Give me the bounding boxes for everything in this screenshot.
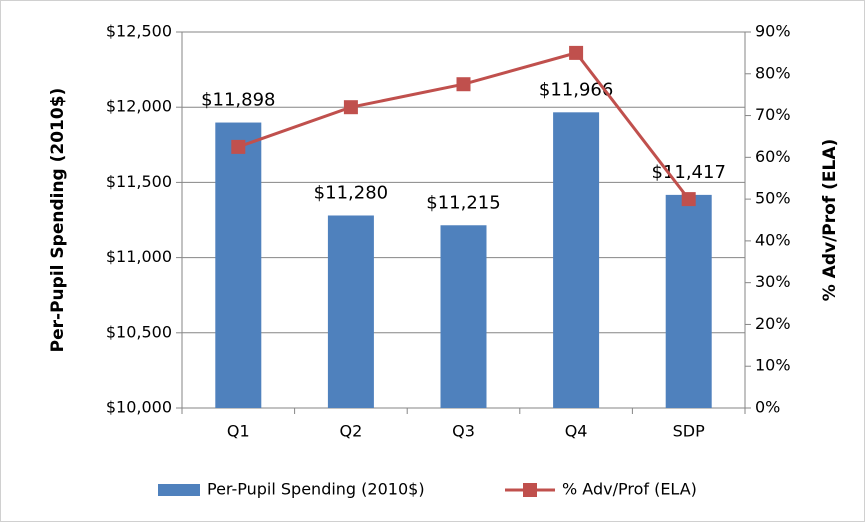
- legend-swatch: [523, 483, 537, 497]
- y-tick-label: $12,000: [106, 97, 172, 116]
- line-marker: [569, 45, 584, 60]
- y-tick-label: $12,500: [106, 22, 172, 41]
- y2-tick-label: 30%: [755, 272, 791, 291]
- y2-tick-label: 20%: [755, 314, 791, 333]
- x-tick-label: Q1: [227, 422, 250, 441]
- y2-tick-label: 40%: [755, 230, 791, 249]
- data-label: $11,898: [201, 90, 275, 111]
- x-tick-label: Q3: [452, 422, 475, 441]
- data-label: $11,966: [539, 79, 613, 100]
- y2-tick-label: 70%: [755, 105, 791, 124]
- legend-label: % Adv/Prof (ELA): [562, 480, 697, 499]
- y-tick-label: $10,500: [106, 322, 172, 341]
- x-tick-label: SDP: [673, 422, 705, 441]
- bar: [665, 194, 712, 408]
- bar: [215, 122, 262, 408]
- data-label: $11,417: [651, 162, 725, 183]
- x-tick-label: Q4: [565, 422, 588, 441]
- x-tick-label: Q2: [340, 422, 363, 441]
- y2-tick-label: 80%: [755, 63, 791, 82]
- bar: [440, 225, 487, 408]
- y2-tick-label: 90%: [755, 22, 791, 41]
- y2-axis-title: % Adv/Prof (ELA): [820, 139, 840, 302]
- y2-tick-label: 60%: [755, 147, 791, 166]
- y-tick-label: $11,000: [106, 247, 172, 266]
- y2-tick-label: 0%: [755, 398, 780, 417]
- y-axis-title: Per-Pupil Spending (2010$): [48, 88, 68, 353]
- legend-label: Per-Pupil Spending (2010$): [207, 480, 425, 499]
- y-tick-label: $11,500: [106, 172, 172, 191]
- data-label: $11,280: [314, 182, 388, 203]
- line-marker: [231, 139, 246, 154]
- y-tick-label: $10,000: [106, 398, 172, 417]
- line-marker: [681, 192, 696, 207]
- data-label: $11,215: [426, 192, 500, 213]
- bar: [553, 112, 600, 408]
- line-marker: [456, 77, 471, 92]
- y2-tick-label: 10%: [755, 356, 791, 375]
- line-marker: [343, 100, 358, 115]
- bar: [327, 215, 374, 408]
- legend-swatch: [158, 484, 200, 496]
- y2-tick-label: 50%: [755, 189, 791, 208]
